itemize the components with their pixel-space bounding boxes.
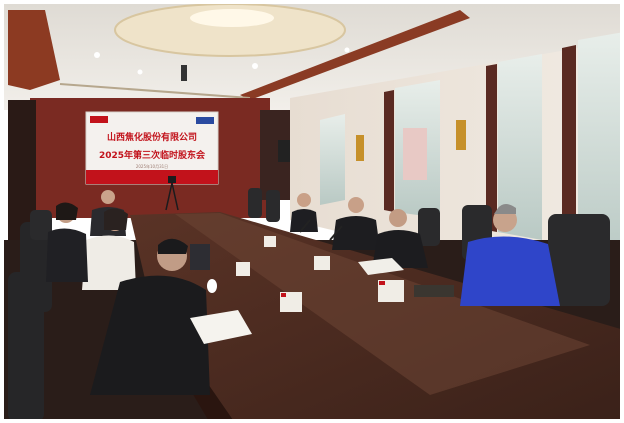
paper-document (358, 258, 404, 275)
laptop (190, 244, 210, 270)
name-plate (314, 256, 330, 270)
camera-tripod-icon (165, 176, 179, 211)
ceiling-light-icon (344, 47, 350, 53)
ceiling-light-icon (190, 9, 274, 27)
chair-back (418, 208, 440, 246)
microphone-icon (329, 225, 343, 241)
window-frame-3 (562, 45, 576, 250)
person-left-woman-white (82, 208, 136, 290)
chair-back (248, 188, 262, 218)
wall-sconce-2 (456, 120, 466, 150)
chair-back (30, 210, 52, 240)
name-plate (378, 280, 404, 302)
notebook (414, 285, 454, 297)
person-left-dark-hair (46, 202, 88, 282)
name-plate (236, 262, 250, 276)
ceiling-wood-trim (8, 10, 60, 90)
person-right-1 (290, 193, 318, 232)
window-4 (578, 32, 624, 260)
ceiling-wood-trim-right (240, 10, 470, 100)
chair-back (548, 214, 610, 306)
person-right-3 (372, 209, 428, 268)
ceiling-light-icon (94, 52, 100, 58)
chair-back (266, 190, 280, 222)
window-1 (320, 114, 345, 205)
window-frame-2 (486, 64, 497, 232)
person-right-2 (332, 197, 380, 250)
screen-date: 2025年10月31日 (136, 163, 168, 169)
window-frame-1 (384, 90, 394, 212)
name-plate (264, 236, 276, 247)
window-3 (498, 54, 542, 240)
screen-red-banner (86, 170, 218, 184)
microphone-icon (299, 219, 311, 233)
table-center-inlay (175, 213, 590, 395)
screen-title-line-2: 2025年第三次临时股东会 (99, 149, 206, 161)
ceiling-light-icon (252, 63, 258, 69)
screen-title-line-1: 山西焦化股份有限公司 (107, 131, 197, 143)
screen-logo-right (196, 117, 214, 124)
window-2-red-sign (403, 128, 427, 180)
name-plate-red-mark (281, 293, 286, 297)
person-right-blue-jacket (460, 204, 560, 306)
ceiling-trim-line (59, 83, 251, 99)
wall-sconce-1 (356, 135, 364, 161)
screen-logo-left (90, 116, 108, 123)
ceiling-light-icon (137, 69, 143, 75)
cup (207, 279, 217, 293)
name-plate-red-mark (379, 281, 385, 285)
ceiling-camera (181, 65, 187, 81)
person-left-near-writing (90, 238, 210, 395)
chair-back (20, 222, 52, 312)
paper-document (190, 310, 252, 344)
